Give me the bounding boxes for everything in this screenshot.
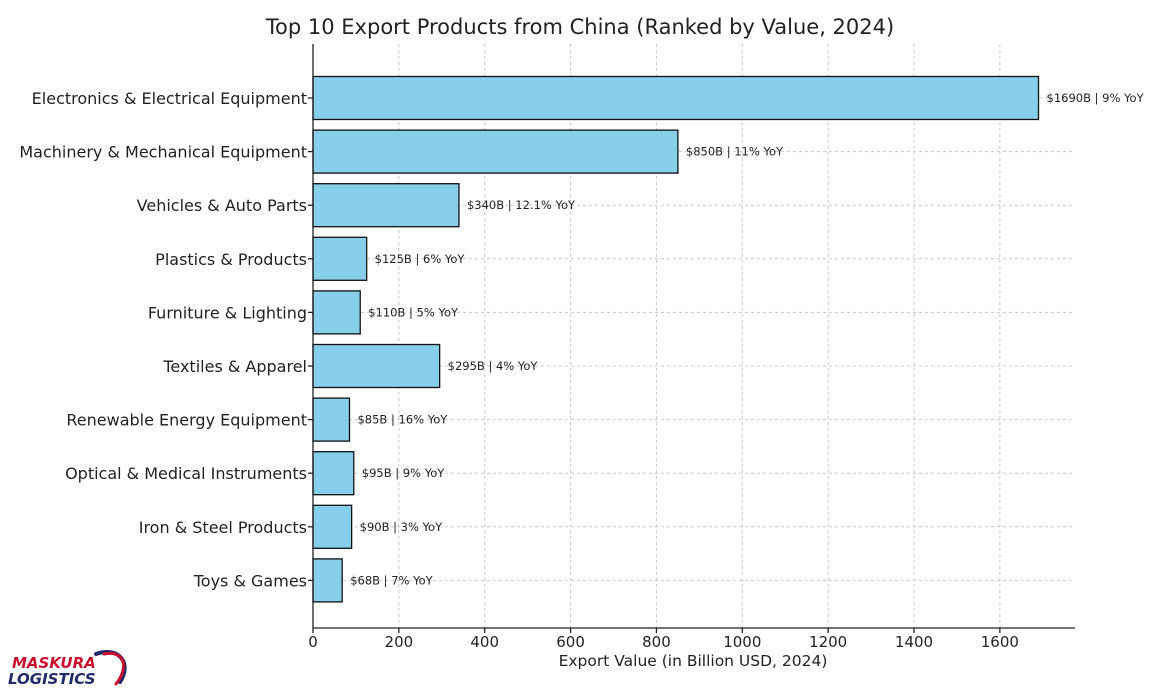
data-label: $110B | 5% YoY <box>368 305 459 319</box>
x-tick-label: 600 <box>556 633 585 651</box>
bar <box>312 290 361 335</box>
logo-line2: LOGISTICS <box>8 670 96 688</box>
data-label: $125B | 6% YoY <box>375 252 466 266</box>
x-tick-label: 1000 <box>723 633 761 651</box>
category-label: Renewable Energy Equipment <box>66 411 307 430</box>
x-tick-label: 400 <box>470 633 499 651</box>
category-label: Electronics & Electrical Equipment <box>32 89 307 108</box>
bar <box>312 129 679 174</box>
data-label: $68B | 7% YoY <box>350 573 433 587</box>
bar <box>312 236 368 281</box>
logo-line1: MASKURA <box>12 654 96 672</box>
category-label: Textiles & Apparel <box>162 357 307 376</box>
bar <box>312 343 441 389</box>
x-tick-label: 1400 <box>895 633 933 651</box>
bar <box>312 183 460 228</box>
category-label: Optical & Medical Instruments <box>65 464 307 483</box>
category-label: Plastics & Products <box>155 250 307 269</box>
bars <box>312 75 1040 603</box>
x-tick-label: 0 <box>308 633 318 651</box>
data-label: $95B | 9% YoY <box>362 466 445 480</box>
data-label: $1690B | 9% YoY <box>1047 91 1145 105</box>
axes <box>308 44 1075 633</box>
chart-title: Top 10 Export Products from China (Ranke… <box>265 15 894 39</box>
x-tick-label: 1600 <box>981 633 1019 651</box>
bar <box>312 558 343 603</box>
category-label: Toys & Games <box>193 571 307 590</box>
category-label: Furniture & Lighting <box>148 303 307 322</box>
bar <box>312 397 351 442</box>
data-label: $295B | 4% YoY <box>448 359 539 373</box>
category-label: Iron & Steel Products <box>139 518 307 537</box>
data-label: $340B | 12.1% YoY <box>467 198 576 212</box>
bar <box>312 451 355 496</box>
category-label: Machinery & Mechanical Equipment <box>19 143 307 162</box>
x-tick-label: 800 <box>642 633 671 651</box>
data-label: $85B | 16% YoY <box>357 413 448 427</box>
x-axis-label: Export Value (in Billion USD, 2024) <box>559 652 828 670</box>
x-tick-label: 1200 <box>809 633 847 651</box>
labels: 0 200 400 600 800 1000 1200 1400 1600 Electronics… <box>19 89 1144 651</box>
bar <box>312 504 353 549</box>
company-logo: MASKURA LOGISTICS <box>8 650 127 688</box>
bar <box>312 75 1040 121</box>
x-tick-label: 200 <box>385 633 414 651</box>
category-label: Vehicles & Auto Parts <box>137 196 307 215</box>
data-label: $90B | 3% YoY <box>360 520 443 534</box>
data-label: $850B | 11% YoY <box>686 145 784 159</box>
